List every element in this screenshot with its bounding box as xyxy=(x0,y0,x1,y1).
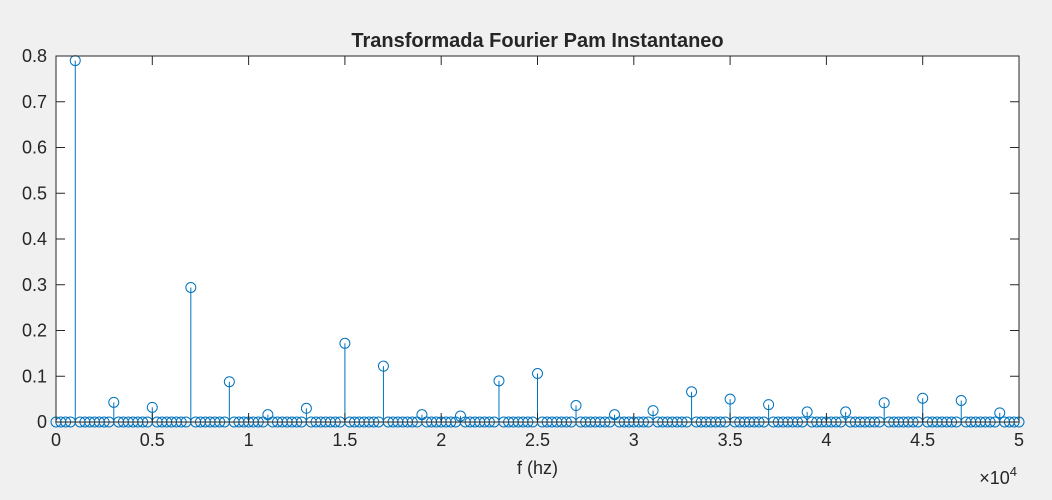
plot-area xyxy=(56,56,1019,422)
y-tick-label: 0.1 xyxy=(22,366,47,386)
stem-marker xyxy=(840,406,852,418)
stem-marker xyxy=(493,375,505,387)
stem-marker xyxy=(955,394,967,406)
stem-marker xyxy=(878,397,890,409)
stem-marker xyxy=(377,360,389,372)
x-tick-label: 2.5 xyxy=(525,430,550,450)
x-exponent-power: 4 xyxy=(1010,464,1017,479)
x-tick-label: 4.5 xyxy=(910,430,935,450)
stem-marker xyxy=(647,405,659,417)
x-tick-label: 1 xyxy=(244,430,254,450)
y-axis-ticks: 0 0.1 0.2 0.3 0.4 0.5 0.6 0.7 0.8 xyxy=(22,46,1019,432)
y-tick-label: 0.5 xyxy=(22,183,47,203)
x-tick-label: 3 xyxy=(629,430,639,450)
stem-marker xyxy=(724,393,736,405)
y-tick-label: 0 xyxy=(37,412,47,432)
chart-title: Transformada Fourier Pam Instantaneo xyxy=(351,30,723,52)
stem-marker xyxy=(223,376,235,388)
stem-marker xyxy=(686,386,698,398)
x-axis-exponent: ×104 xyxy=(979,464,1017,488)
stem-marker xyxy=(801,406,813,418)
y-tick-label: 0.7 xyxy=(22,92,47,112)
x-tick-label: 1.5 xyxy=(332,430,357,450)
x-axis-ticks: 0 0.5 1 1.5 2 2.5 3 3.5 4 4.5 5 xyxy=(51,56,1024,450)
y-tick-label: 0.2 xyxy=(22,321,47,341)
stem-marker xyxy=(185,281,197,293)
x-tick-label: 5 xyxy=(1014,430,1024,450)
stem-marker xyxy=(917,392,929,404)
x-tick-label: 3.5 xyxy=(718,430,743,450)
x-tick-label: 0 xyxy=(51,430,61,450)
stem-marker xyxy=(532,368,543,380)
y-tick-label: 0.4 xyxy=(22,229,47,249)
x-tick-label: 4 xyxy=(821,430,831,450)
stem-marker xyxy=(146,401,158,413)
stem-marker xyxy=(994,407,1006,419)
y-tick-label: 0.8 xyxy=(22,46,47,66)
y-tick-label: 0.6 xyxy=(22,138,47,158)
stem-marker xyxy=(570,400,582,412)
x-tick-label: 2 xyxy=(436,430,446,450)
y-tick-label: 0.3 xyxy=(22,275,47,295)
stem-marker xyxy=(108,396,120,408)
x-tick-label: 0.5 xyxy=(140,430,165,450)
x-exponent-base: ×10 xyxy=(979,468,1010,488)
stem-marker xyxy=(300,402,312,414)
x-axis-label: f (hz) xyxy=(517,458,558,478)
stem-marker xyxy=(763,399,775,411)
stem-marker xyxy=(339,337,351,349)
